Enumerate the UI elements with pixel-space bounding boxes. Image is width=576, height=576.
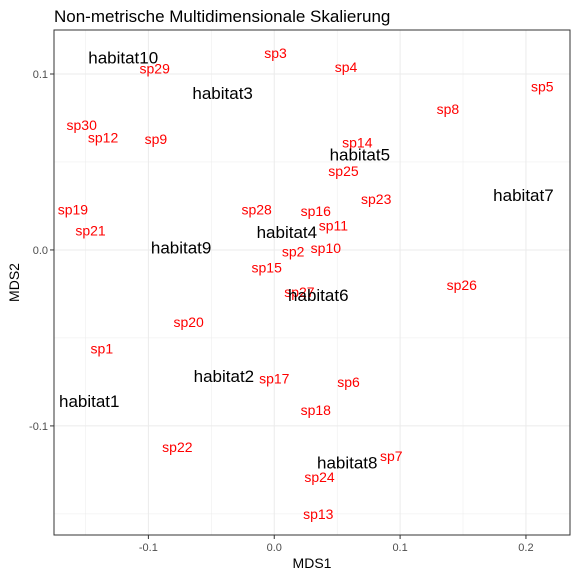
site-label: habitat5 xyxy=(330,145,391,164)
species-label: sp4 xyxy=(335,59,358,75)
x-axis-title: MDS1 xyxy=(293,555,332,571)
x-tick-label: 0.0 xyxy=(267,542,282,554)
species-label: sp15 xyxy=(252,260,283,276)
species-label: sp1 xyxy=(91,340,114,356)
species-label: sp19 xyxy=(58,201,89,217)
species-label: sp25 xyxy=(328,163,359,179)
plot-background xyxy=(54,30,570,535)
species-label: sp12 xyxy=(88,129,119,145)
species-label: sp8 xyxy=(437,101,460,117)
species-label: sp5 xyxy=(531,78,554,94)
species-label: sp16 xyxy=(301,203,332,219)
site-label: habitat6 xyxy=(288,286,349,305)
species-label: sp20 xyxy=(173,314,204,330)
ordination-labels: sp1sp2sp3sp4sp5sp6sp7sp8sp9sp10sp11sp12s… xyxy=(58,45,554,522)
species-label: sp26 xyxy=(447,277,478,293)
grid-lines xyxy=(54,30,570,535)
chart-title: Non-metrische Multidimensionale Skalieru… xyxy=(54,7,391,26)
species-label: sp21 xyxy=(75,223,106,239)
species-label: sp17 xyxy=(259,370,290,386)
species-label: sp2 xyxy=(282,244,305,260)
species-label: sp3 xyxy=(264,45,287,61)
species-label: sp23 xyxy=(361,191,392,207)
species-label: sp24 xyxy=(304,469,335,485)
species-label: sp30 xyxy=(67,117,98,133)
site-label: habitat10 xyxy=(88,49,158,68)
species-label: sp10 xyxy=(311,240,342,256)
y-tick-label: -0.1 xyxy=(29,421,48,433)
species-label: sp27 xyxy=(284,284,315,300)
species-label: sp7 xyxy=(380,448,403,464)
plot-border xyxy=(53,29,571,536)
site-label: habitat2 xyxy=(194,367,255,386)
species-label: sp28 xyxy=(241,201,272,217)
species-label: sp18 xyxy=(301,402,332,418)
site-label: habitat8 xyxy=(317,453,378,472)
species-label: sp13 xyxy=(303,506,334,522)
species-label: sp11 xyxy=(319,217,349,233)
x-tick-label: 0.2 xyxy=(518,542,533,554)
y-tick-label: 0.1 xyxy=(33,69,48,81)
y-tick-label: 0.0 xyxy=(33,245,48,257)
species-label: sp14 xyxy=(342,135,373,151)
species-label: sp29 xyxy=(140,61,171,77)
site-label: habitat7 xyxy=(493,186,554,205)
y-axis-title: MDS2 xyxy=(6,263,22,302)
axes: -0.1 0.0 0.1 0.2 -0.1 0.0 0.1 xyxy=(29,69,534,554)
site-label: habitat1 xyxy=(59,392,120,411)
site-label: habitat4 xyxy=(257,223,318,242)
x-tick-label: 0.1 xyxy=(392,542,407,554)
site-label: habitat3 xyxy=(192,84,253,103)
x-tick-label: -0.1 xyxy=(139,542,158,554)
species-label: sp6 xyxy=(337,374,360,390)
species-label: sp9 xyxy=(145,131,168,147)
species-label: sp22 xyxy=(162,439,193,455)
site-label: habitat9 xyxy=(151,239,212,258)
